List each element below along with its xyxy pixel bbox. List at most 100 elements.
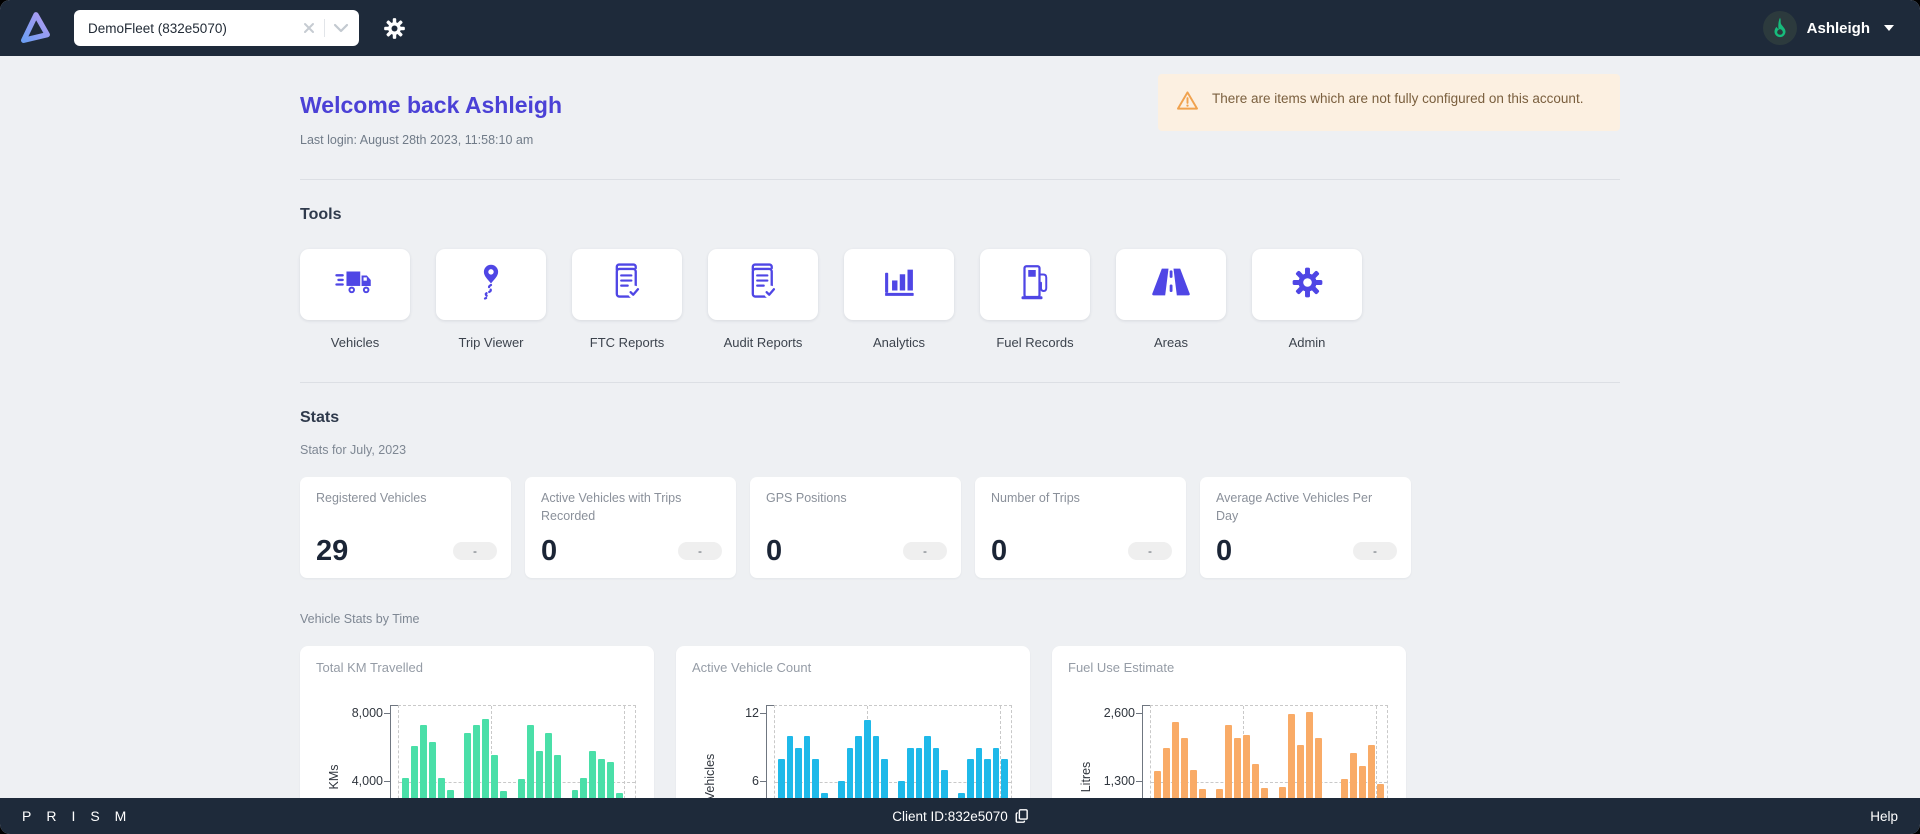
- stat-trend-badge: -: [903, 542, 947, 560]
- charts-row: Total KM Travelled KMs 8,000 4,000: [300, 646, 1620, 798]
- chart-title: Fuel Use Estimate: [1068, 660, 1175, 675]
- select-divider: [324, 19, 325, 37]
- fleet-select[interactable]: DemoFleet (832e5070): [74, 10, 359, 46]
- chart-title: Active Vehicle Count: [692, 660, 812, 675]
- chevron-down-icon[interactable]: [333, 23, 349, 33]
- warning-banner: There are items which are not fully conf…: [1158, 74, 1620, 131]
- copy-icon[interactable]: [1015, 809, 1028, 823]
- stats-subtitle: Stats for July, 2023: [300, 443, 407, 457]
- stat-label: Active Vehicles with Trips Recorded: [541, 491, 682, 523]
- stat-label: Registered Vehicles: [316, 491, 427, 505]
- tool-label: Areas: [1154, 335, 1188, 350]
- chart-y-axis-label: Vehicles: [703, 753, 717, 798]
- stat-label: Average Active Vehicles Per Day: [1216, 491, 1373, 523]
- brand-wordmark: PRISM: [22, 808, 142, 824]
- y-axis: [1142, 705, 1143, 798]
- warning-text: There are items which are not fully conf…: [1212, 91, 1584, 106]
- truck-icon: [334, 267, 376, 302]
- stat-value: 29: [316, 535, 349, 567]
- section-divider: [300, 382, 1620, 383]
- plot-area: [1150, 705, 1388, 798]
- fuel-pump-icon: [1020, 264, 1050, 305]
- chart-fuel-use-estimate: Fuel Use Estimate Litres 2,600 1,300: [1052, 646, 1406, 798]
- tool-card-vehicles[interactable]: Vehicles: [300, 249, 410, 350]
- help-link[interactable]: Help: [1870, 808, 1898, 824]
- warning-triangle-icon: [1176, 89, 1199, 116]
- tool-label: FTC Reports: [589, 335, 665, 350]
- road-icon: [1151, 267, 1191, 302]
- clear-icon[interactable]: [302, 21, 316, 35]
- tool-label: Admin: [1288, 335, 1326, 350]
- top-navbar: DemoFleet (832e5070): [0, 0, 1920, 56]
- y-tick: 12: [745, 706, 759, 720]
- tool-label: Audit Reports: [723, 335, 803, 350]
- tool-card-fuel-records[interactable]: Fuel Records: [980, 249, 1090, 350]
- stat-label: Number of Trips: [991, 491, 1080, 505]
- y-tick: 4,000: [351, 774, 383, 788]
- fleet-select-value: DemoFleet (832e5070): [88, 20, 227, 36]
- stat-value: 0: [991, 535, 1008, 567]
- tool-card-ftc-reports[interactable]: FTC Reports: [572, 249, 682, 350]
- user-name: Ashleigh: [1806, 19, 1870, 37]
- y-tick: 1,300: [1103, 774, 1135, 788]
- plot-area: [774, 705, 1012, 798]
- main-content: Welcome back Ashleigh Last login: August…: [0, 56, 1920, 798]
- section-divider: [300, 179, 1620, 180]
- footer-bar: PRISM Client ID:832e5070 Help: [0, 798, 1920, 834]
- prism-logo-icon[interactable]: [14, 7, 56, 49]
- bar-chart-icon: [882, 266, 916, 303]
- stat-card-number-of-trips: Number of Trips 0 -: [975, 477, 1186, 578]
- stat-card-active-vehicles: Active Vehicles with Trips Recorded 0 -: [525, 477, 736, 578]
- document-check-icon: [611, 263, 643, 306]
- chart-active-vehicle-count: Active Vehicle Count Vehicles 12 6: [676, 646, 1030, 798]
- stat-trend-badge: -: [678, 542, 722, 560]
- stat-trend-badge: -: [1128, 542, 1172, 560]
- tool-card-areas[interactable]: Areas: [1116, 249, 1226, 350]
- map-pin-route-icon: [476, 263, 506, 306]
- tool-card-analytics[interactable]: Analytics: [844, 249, 954, 350]
- y-axis: [766, 705, 767, 798]
- stat-trend-badge: -: [1353, 542, 1397, 560]
- y-tick: 8,000: [351, 706, 383, 720]
- document-check-icon: [747, 263, 779, 306]
- y-tick: 6: [752, 774, 759, 788]
- tool-label: Vehicles: [330, 335, 380, 350]
- bars: [402, 706, 632, 798]
- stats-heading: Stats: [300, 409, 340, 426]
- y-axis: [390, 705, 391, 798]
- client-id-text: Client ID:832e5070: [892, 808, 1008, 824]
- chart-y-axis-label: KMs: [327, 764, 341, 790]
- tools-heading: Tools: [300, 206, 342, 223]
- bars: [778, 706, 1009, 798]
- welcome-block: Welcome back Ashleigh Last login: August…: [300, 74, 562, 147]
- tool-card-trip-viewer[interactable]: Trip Viewer: [436, 249, 546, 350]
- tool-card-audit-reports[interactable]: Audit Reports: [708, 249, 818, 350]
- tool-label: Fuel Records: [996, 335, 1074, 350]
- avatar: [1762, 11, 1797, 45]
- stat-card-avg-active-vehicles: Average Active Vehicles Per Day 0 -: [1200, 477, 1411, 578]
- page-title: Welcome back Ashleigh: [300, 92, 563, 118]
- bars: [1154, 706, 1384, 798]
- chart-total-km-travelled: Total KM Travelled KMs 8,000 4,000: [300, 646, 654, 798]
- stat-cards-row: Registered Vehicles 29 - Active Vehicles…: [300, 477, 1620, 578]
- vehicle-stats-subtitle: Vehicle Stats by Time: [300, 612, 420, 626]
- stat-value: 0: [1216, 535, 1233, 567]
- tool-label: Trip Viewer: [458, 335, 524, 350]
- tool-label: Analytics: [872, 335, 926, 350]
- last-login-text: Last login: August 28th 2023, 11:58:10 a…: [300, 133, 534, 147]
- chart-title: Total KM Travelled: [316, 660, 423, 675]
- user-menu[interactable]: Ashleigh: [1762, 11, 1894, 45]
- tool-card-admin[interactable]: Admin: [1252, 249, 1362, 350]
- user-caret-down-icon: [1884, 25, 1894, 31]
- stat-value: 0: [541, 535, 558, 567]
- chart-y-axis-label: Litres: [1079, 761, 1093, 793]
- client-id: Client ID:832e5070: [892, 809, 1028, 824]
- tools-row: Vehicles Trip Viewer: [300, 249, 1620, 350]
- stat-value: 0: [766, 535, 783, 567]
- settings-gear-icon[interactable]: [381, 15, 407, 41]
- gear-icon: [1291, 266, 1324, 304]
- stat-card-gps-positions: GPS Positions 0 -: [750, 477, 961, 578]
- stat-card-registered-vehicles: Registered Vehicles 29 -: [300, 477, 511, 578]
- stat-label: GPS Positions: [766, 491, 847, 505]
- stat-trend-badge: -: [453, 542, 497, 560]
